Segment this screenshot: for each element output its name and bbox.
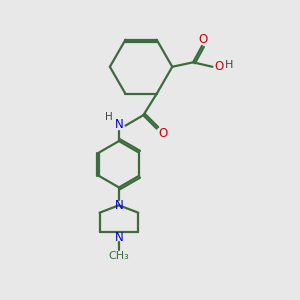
- Text: CH₃: CH₃: [109, 251, 129, 261]
- Text: N: N: [115, 231, 123, 244]
- Text: H: H: [105, 112, 113, 122]
- Text: O: O: [159, 128, 168, 140]
- Text: H: H: [225, 60, 233, 70]
- Text: N: N: [115, 199, 123, 212]
- Text: O: O: [214, 60, 224, 73]
- Text: N: N: [115, 118, 123, 130]
- Text: O: O: [199, 33, 208, 46]
